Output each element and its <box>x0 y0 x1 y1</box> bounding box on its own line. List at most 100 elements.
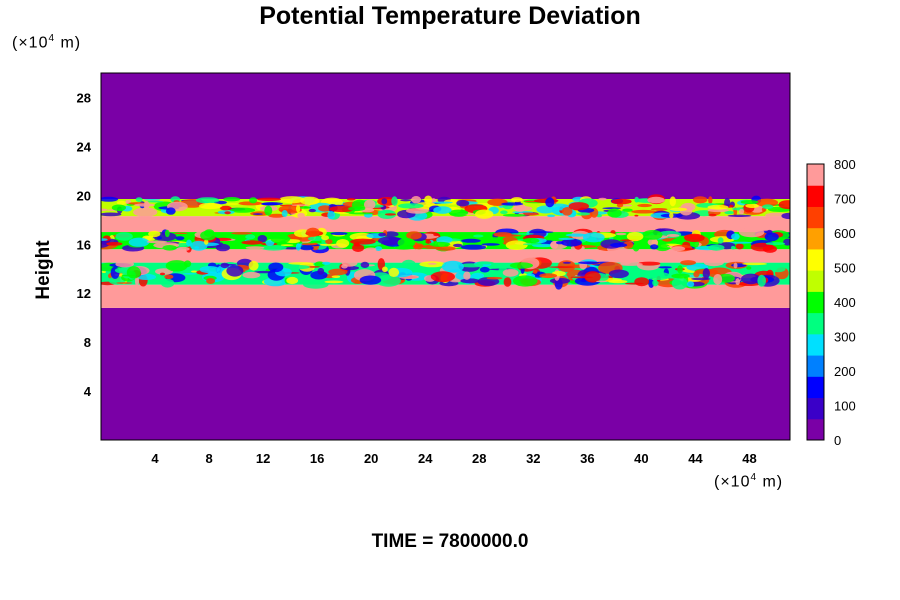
turbulence-blob <box>425 240 432 244</box>
turbulence-blob <box>617 262 643 266</box>
turbulence-blob <box>693 196 708 204</box>
turbulence-blob <box>226 265 244 277</box>
turbulence-blob <box>707 208 729 213</box>
colorbar-swatch <box>807 270 824 292</box>
y-tick-label: 28 <box>77 90 91 105</box>
turbulence-blob <box>194 246 200 249</box>
x-tick-label: 48 <box>742 451 756 466</box>
turbulence-blob <box>280 244 294 247</box>
turbulence-blob <box>116 282 133 284</box>
turbulence-blob <box>731 233 740 241</box>
turbulence-blob <box>708 213 717 217</box>
turbulence-blob <box>726 241 753 244</box>
turbulence-blob <box>647 196 665 204</box>
turbulence-blob <box>536 205 556 214</box>
turbulence-blob <box>634 277 650 287</box>
colorbar-tick-label: 200 <box>834 364 856 379</box>
y-tick-label: 4 <box>84 384 92 399</box>
turbulence-blob <box>486 276 503 280</box>
turbulence-blob <box>147 200 164 203</box>
turbulence-blob <box>299 245 314 251</box>
turbulence-blob <box>331 275 341 279</box>
turbulence-blob <box>638 261 661 266</box>
turbulence-blob <box>539 273 558 279</box>
turbulence-blob <box>742 262 768 266</box>
plot-frame <box>100 72 791 441</box>
turbulence-blob <box>348 212 374 215</box>
turbulence-blob <box>427 262 437 265</box>
turbulence-blob <box>219 205 232 211</box>
colorbar-swatch <box>807 206 824 229</box>
turbulence-blob <box>400 199 412 202</box>
turbulence-blob <box>502 213 526 217</box>
turbulence-blob <box>765 242 786 246</box>
turbulence-blob <box>176 246 190 252</box>
turbulence-blob <box>252 213 263 215</box>
turbulence-blob <box>436 236 453 244</box>
turbulence-blob <box>783 238 790 246</box>
turbulence-blob <box>625 282 644 285</box>
turbulence-blob <box>739 227 765 238</box>
turbulence-blob <box>435 246 456 251</box>
turbulence-blob <box>182 273 197 275</box>
turbulence-blob <box>547 214 556 218</box>
turbulence-blob <box>631 209 656 214</box>
turbulence-blob <box>220 262 230 269</box>
colorbar-tick-label: 300 <box>834 330 856 345</box>
turbulence-blob <box>360 261 370 268</box>
turbulence-blob <box>198 202 222 210</box>
turbulence-blob <box>260 245 287 251</box>
turbulence-blob <box>757 274 766 287</box>
turbulence-blob <box>650 244 659 250</box>
turbulence-blob <box>223 197 240 202</box>
turbulence-blob <box>306 227 320 237</box>
turbulence-blob <box>377 210 394 214</box>
turbulence-blob <box>307 266 320 268</box>
turbulence-blob <box>101 212 122 217</box>
turbulence-blob <box>471 272 485 279</box>
turbulence-blob <box>509 262 533 269</box>
turbulence-blob <box>224 211 231 215</box>
turbulence-blob <box>441 260 464 273</box>
turbulence-blob <box>680 260 696 266</box>
x-tick-label: 40 <box>634 451 648 466</box>
turbulence-blob <box>159 272 166 276</box>
turbulence-blob <box>242 271 261 279</box>
turbulence-blob <box>148 230 161 238</box>
turbulence-blob <box>268 213 286 218</box>
turbulence-blob <box>254 270 273 274</box>
turbulence-blob <box>731 245 736 250</box>
turbulence-blob <box>545 197 555 208</box>
turbulence-blob <box>303 280 329 289</box>
turbulence-blob <box>261 202 278 206</box>
x-tick-label: 36 <box>580 451 594 466</box>
colorbar-swatch <box>807 164 824 186</box>
turbulence-blob <box>608 269 629 279</box>
x-tick-label: 16 <box>310 451 324 466</box>
turbulence-blob <box>708 244 725 251</box>
turbulence-blob <box>411 196 421 204</box>
turbulence-blob <box>204 239 209 245</box>
turbulence-blob <box>565 233 588 237</box>
turbulence-blob <box>155 268 173 275</box>
turbulence-blob <box>717 237 724 244</box>
turbulence-blob <box>322 261 331 265</box>
turbulence-blob <box>479 266 490 273</box>
plot-area <box>101 73 790 440</box>
turbulence-blob <box>707 204 729 210</box>
turbulence-blob <box>557 260 576 272</box>
turbulence-blob <box>165 260 188 272</box>
colorbar-swatch <box>807 291 824 314</box>
turbulence-blob <box>460 278 480 284</box>
turbulence-blob <box>374 246 383 252</box>
turbulence-blob <box>633 244 640 252</box>
turbulence-blob <box>549 277 571 284</box>
layer-stable-layer <box>101 284 790 308</box>
colorbar-swatch <box>807 418 824 441</box>
turbulence-blob <box>669 196 676 207</box>
chart-title: Potential Temperature Deviation <box>259 2 641 30</box>
turbulence-blob <box>238 201 263 206</box>
turbulence-blob <box>607 208 622 218</box>
turbulence-blob <box>248 260 259 271</box>
